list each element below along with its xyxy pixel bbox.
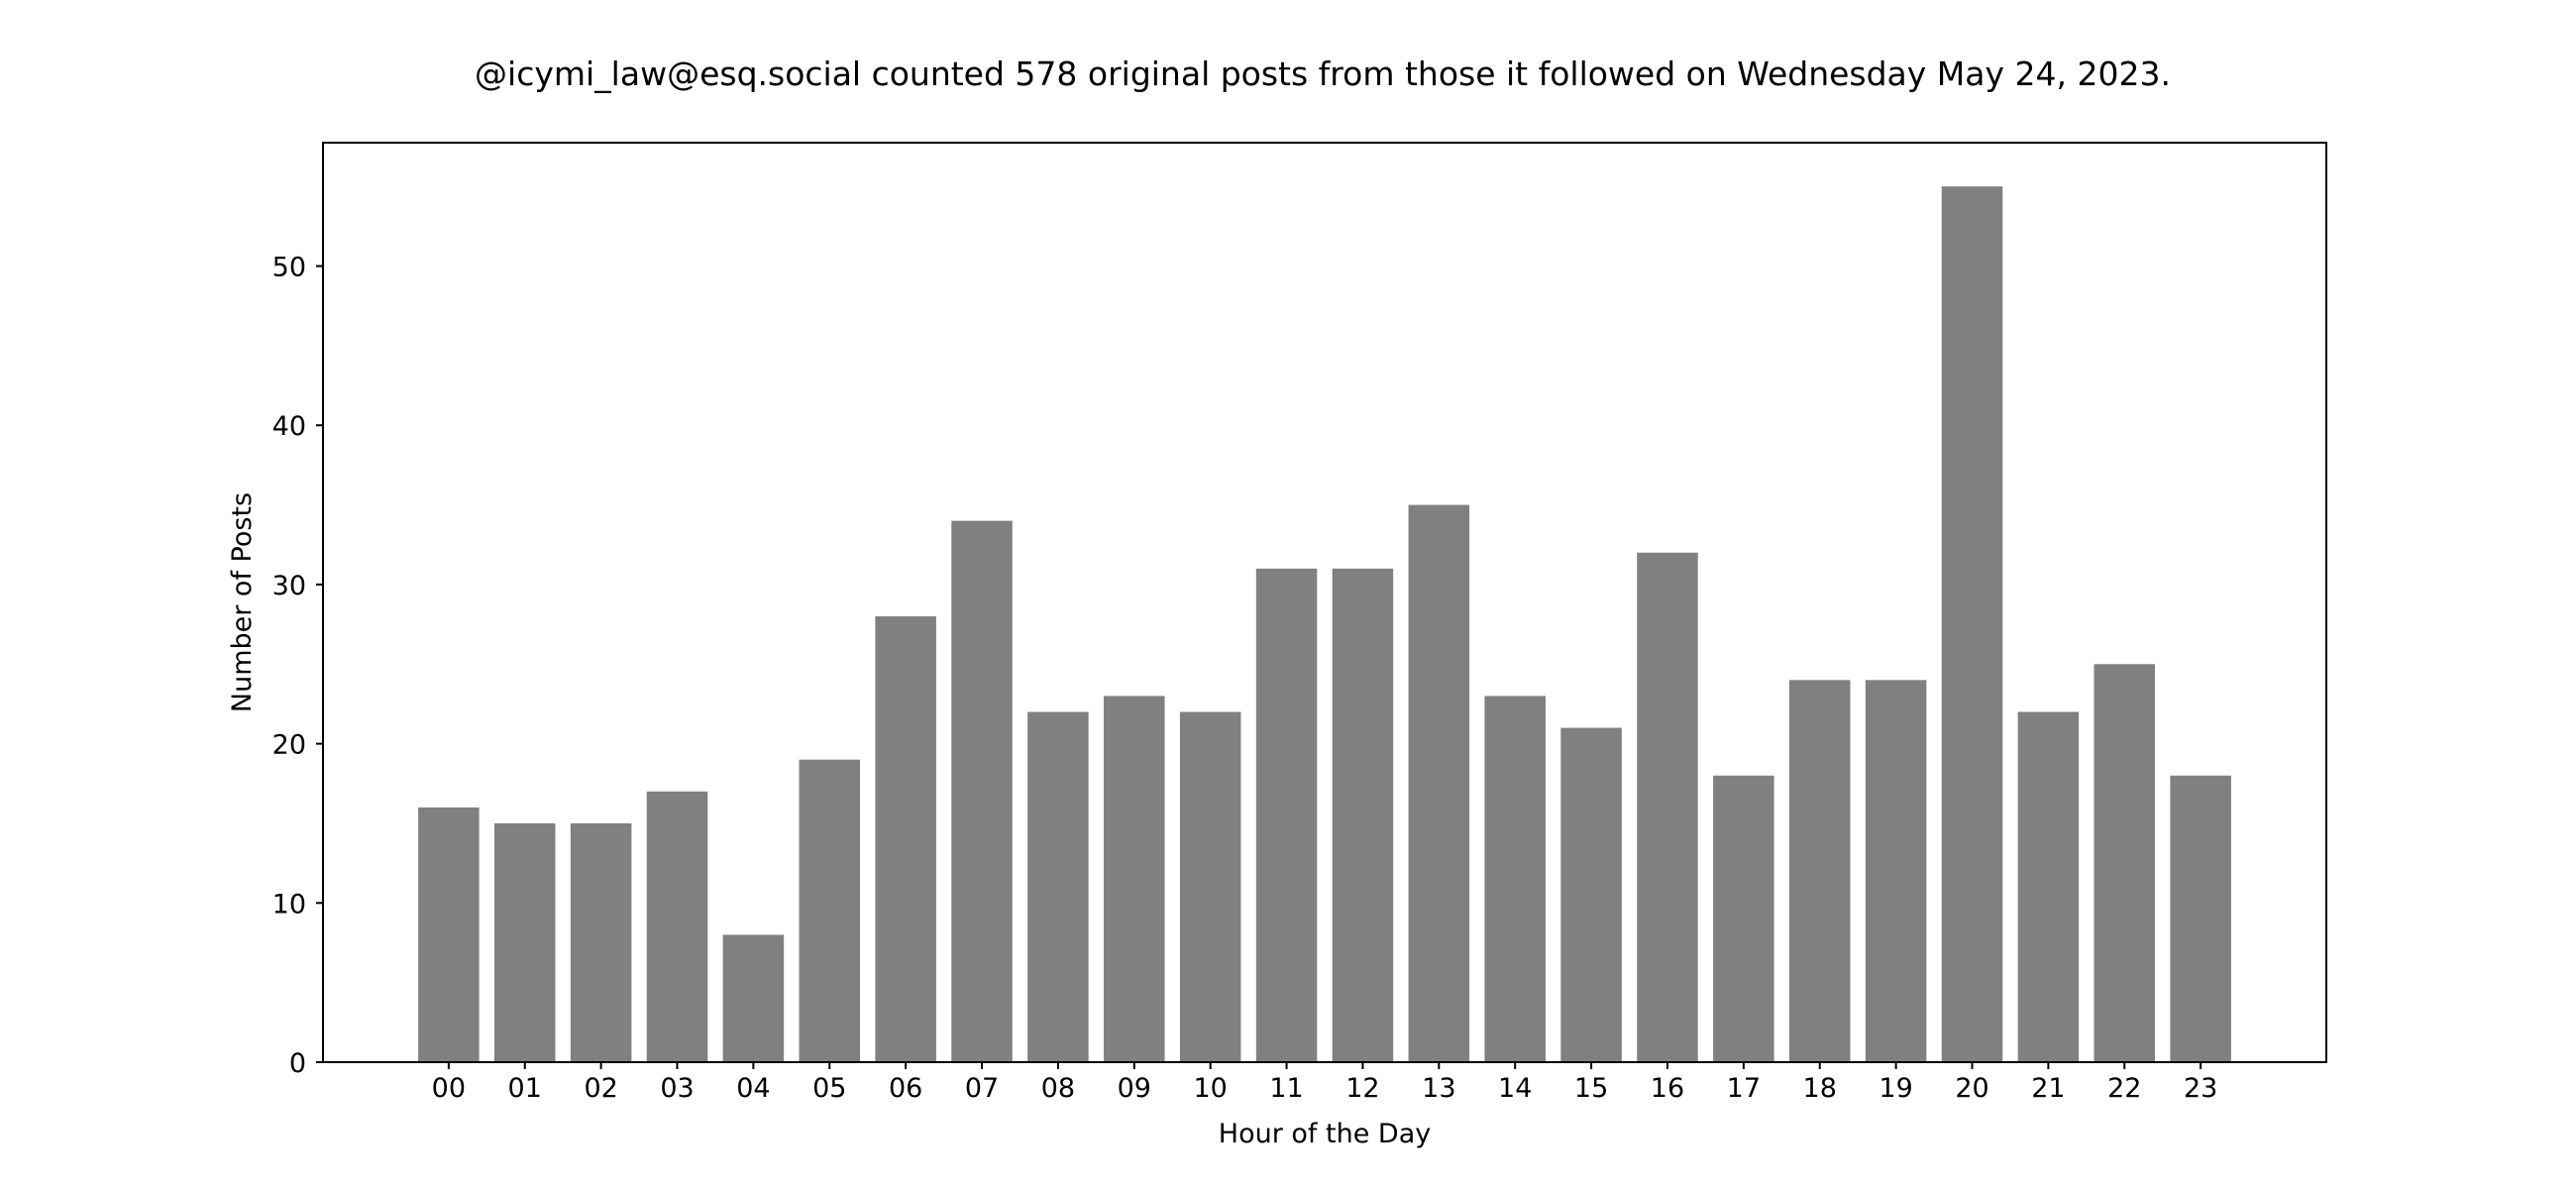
- y-tick-label: 40: [272, 411, 306, 442]
- y-tick-label: 50: [272, 253, 306, 283]
- x-tick-label: 04: [736, 1073, 770, 1104]
- chart-title: @icymi_law@esq.social counted 578 origin…: [475, 54, 2171, 93]
- bar-23: [2170, 775, 2231, 1062]
- bar-20: [1941, 186, 2003, 1062]
- y-axis: 0 10 20 30 40 50: [272, 253, 323, 1079]
- plot-frame: [322, 142, 2327, 1063]
- bar-16: [1637, 552, 1698, 1062]
- y-tick-label: 10: [272, 889, 306, 919]
- x-tick-label: 06: [889, 1073, 922, 1104]
- bar-22: [2093, 664, 2156, 1062]
- x-tick-label: 14: [1498, 1073, 1532, 1104]
- bar-03: [646, 791, 708, 1062]
- x-tick-label: 11: [1269, 1073, 1303, 1104]
- bar-06: [875, 616, 936, 1062]
- bar-09: [1104, 696, 1165, 1062]
- bars-group: [418, 186, 2231, 1063]
- bar-14: [1484, 696, 1546, 1062]
- x-tick-label: 19: [1878, 1073, 1912, 1104]
- y-axis-label: Number of Posts: [227, 492, 258, 712]
- x-tick-label: 00: [432, 1073, 466, 1104]
- bar-04: [722, 934, 785, 1062]
- x-tick-label: 01: [508, 1073, 542, 1104]
- x-tick-label: 10: [1193, 1073, 1227, 1104]
- y-tick-label: 20: [272, 730, 306, 761]
- bar-21: [2017, 711, 2080, 1062]
- bar-02: [570, 822, 632, 1062]
- bar-17: [1713, 775, 1774, 1062]
- x-tick-label: 15: [1574, 1073, 1608, 1104]
- x-tick-label: 09: [1118, 1073, 1151, 1104]
- x-tick-label: 18: [1803, 1073, 1837, 1104]
- bar-01: [493, 822, 556, 1062]
- x-tick-label: 08: [1041, 1073, 1075, 1104]
- x-tick-label: 17: [1727, 1073, 1761, 1104]
- bar-15: [1560, 727, 1622, 1062]
- x-tick-label: 12: [1345, 1073, 1379, 1104]
- x-tick-label: 02: [584, 1073, 617, 1104]
- bar-08: [1027, 711, 1089, 1062]
- x-tick-label: 22: [2107, 1073, 2141, 1104]
- x-tick-label: 21: [2031, 1073, 2065, 1104]
- x-tick-label: 05: [812, 1073, 846, 1104]
- bar-05: [799, 759, 861, 1062]
- x-tick-label: 23: [2184, 1073, 2217, 1104]
- x-tick-label: 03: [660, 1073, 694, 1104]
- bar-00: [418, 807, 480, 1062]
- bar-19: [1865, 680, 1927, 1062]
- x-axis-label: Hour of the Day: [1219, 1119, 1431, 1149]
- bar-18: [1788, 680, 1851, 1062]
- bar-11: [1255, 568, 1318, 1062]
- bar-10: [1179, 711, 1241, 1062]
- x-tick-label: 13: [1422, 1073, 1455, 1104]
- y-tick-label: 0: [289, 1048, 306, 1079]
- bar-12: [1332, 568, 1394, 1062]
- x-axis: 00 01 02 03 04 05 06 07 08 09 10 11 12 13 14 15 16 17 18 19…: [432, 1062, 2217, 1104]
- y-tick-label: 30: [272, 571, 306, 601]
- x-tick-label: 07: [965, 1073, 999, 1104]
- x-tick-label: 20: [1955, 1073, 1988, 1104]
- x-tick-label: 16: [1651, 1073, 1684, 1104]
- bar-13: [1408, 504, 1470, 1063]
- bar-07: [951, 520, 1013, 1062]
